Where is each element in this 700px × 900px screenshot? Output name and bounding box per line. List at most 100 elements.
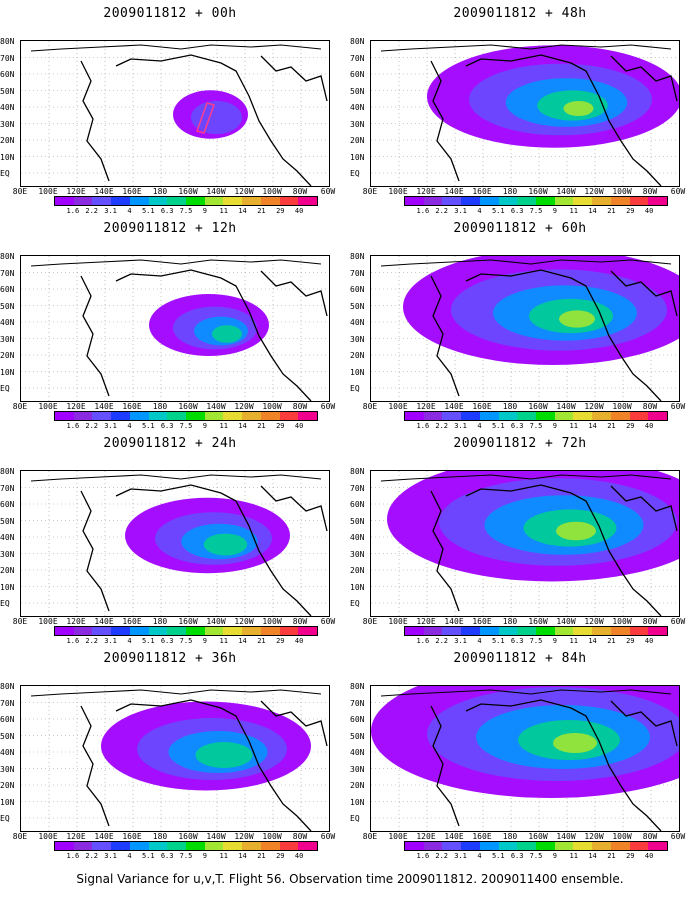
longitude-label: 160E <box>472 402 492 411</box>
longitude-label: 160E <box>122 832 142 841</box>
latitude-label: 50N <box>350 86 365 96</box>
variance-contour <box>559 310 595 328</box>
colorbar-label: 11 <box>569 852 578 860</box>
colorbar-swatch <box>260 627 280 635</box>
colorbar-label: 9 <box>202 422 207 430</box>
longitude-label: 100W <box>612 617 632 626</box>
colorbar-label: 2.2 <box>435 422 449 430</box>
longitude-label: 120E <box>416 187 436 196</box>
colorbar-label: 14 <box>588 637 597 645</box>
longitude-label: 100W <box>262 402 282 411</box>
colorbar-label: 21 <box>607 422 616 430</box>
colorbar-swatch <box>167 412 187 420</box>
colorbar-label: 14 <box>588 207 597 215</box>
map-plot <box>370 685 680 832</box>
colorbar-swatch <box>279 412 299 420</box>
colorbar-swatch <box>129 412 149 420</box>
longitude-label: 140E <box>94 832 114 841</box>
colorbar-swatch <box>298 197 318 205</box>
latitude-label: 60N <box>350 70 365 79</box>
colorbar-swatch <box>461 627 480 635</box>
colorbar <box>54 841 318 851</box>
longitude-label: 160E <box>472 832 492 841</box>
longitude-label: 140W <box>556 617 576 626</box>
colorbar-swatch <box>498 627 518 635</box>
colorbar-label: 5.1 <box>141 852 155 860</box>
colorbar-label: 21 <box>607 207 616 215</box>
longitude-label: 160W <box>178 402 198 411</box>
colorbar-swatch <box>498 842 518 850</box>
variance-contour <box>203 533 248 556</box>
colorbar-swatch <box>573 197 593 205</box>
colorbar-label: 9 <box>552 422 557 430</box>
colorbar-label: 3.1 <box>104 422 117 430</box>
colorbar-label: 40 <box>644 422 654 430</box>
colorbar-label: 11 <box>219 637 228 645</box>
colorbar-label: 3.1 <box>104 207 117 215</box>
colorbar-swatch <box>554 842 574 850</box>
colorbar <box>404 196 668 206</box>
colorbar-swatch <box>242 627 261 635</box>
colorbar-label: 6.3 <box>160 637 174 645</box>
colorbar-swatch <box>423 412 443 420</box>
colorbar-label: 9 <box>552 852 557 860</box>
colorbar-swatch <box>573 412 593 420</box>
colorbar-label: 1.6 <box>416 207 430 215</box>
longitude-label: 140E <box>94 187 114 196</box>
map-plot <box>370 470 680 617</box>
colorbar-label: 6.3 <box>510 207 524 215</box>
longitude-label: 80E <box>12 617 28 626</box>
latitude-label: 10N <box>0 367 15 377</box>
map-plot <box>20 685 330 832</box>
colorbar-swatch <box>536 197 555 205</box>
coastline <box>30 474 322 482</box>
colorbar-swatch <box>186 412 205 420</box>
colorbar-swatch <box>629 412 649 420</box>
longitude-label: 80E <box>362 832 378 841</box>
panel-title: 2009011812 + 48h <box>453 6 587 21</box>
colorbar-label: 3.1 <box>454 207 467 215</box>
latitude-label: 80N <box>0 37 15 46</box>
colorbar-label: 40 <box>294 207 304 215</box>
colorbar-swatch <box>592 197 611 205</box>
colorbar-swatch <box>298 842 318 850</box>
longitude-label: 80E <box>362 187 378 196</box>
longitude-label: 140W <box>556 187 576 196</box>
colorbar-swatch <box>204 197 224 205</box>
latitude-label: EQ <box>0 169 10 178</box>
variance-contour <box>212 325 242 343</box>
colorbar-label: 7.5 <box>179 422 193 430</box>
latitude-label: 40N <box>0 103 15 112</box>
latitude-label: 30N <box>0 334 15 344</box>
coastline <box>30 259 322 267</box>
colorbar-label: 29 <box>276 852 285 860</box>
longitude-label: 160W <box>178 617 198 626</box>
map-plot <box>370 255 680 402</box>
colorbar-label: 1.6 <box>416 637 430 645</box>
coastline <box>30 689 322 697</box>
colorbar-swatch <box>148 627 168 635</box>
longitude-label: 120E <box>66 832 86 841</box>
colorbar-label: 2.2 <box>435 207 449 215</box>
colorbar-label: 11 <box>219 852 228 860</box>
coastline <box>380 689 672 697</box>
longitude-label: 160W <box>528 832 548 841</box>
latitude-label: 40N <box>350 533 365 542</box>
longitude-label: 160E <box>122 187 142 196</box>
longitude-label: 60W <box>320 187 336 196</box>
flight-track <box>196 102 215 134</box>
variance-contour <box>191 100 242 135</box>
colorbar-swatch <box>479 627 499 635</box>
latitude-label: 40N <box>0 533 15 542</box>
colorbar-label: 1.6 <box>66 852 80 860</box>
longitude-label: 140W <box>206 832 226 841</box>
panel-title: 2009011812 + 12h <box>103 221 237 236</box>
latitude-label: 10N <box>0 582 15 592</box>
colorbar-label: 29 <box>626 207 635 215</box>
colorbar-swatch <box>55 412 74 420</box>
colorbar-label: 14 <box>588 852 597 860</box>
colorbar-label: 21 <box>257 852 266 860</box>
colorbar-label: 14 <box>588 422 597 430</box>
longitude-label: 80W <box>292 402 308 411</box>
colorbar-swatch <box>167 842 187 850</box>
